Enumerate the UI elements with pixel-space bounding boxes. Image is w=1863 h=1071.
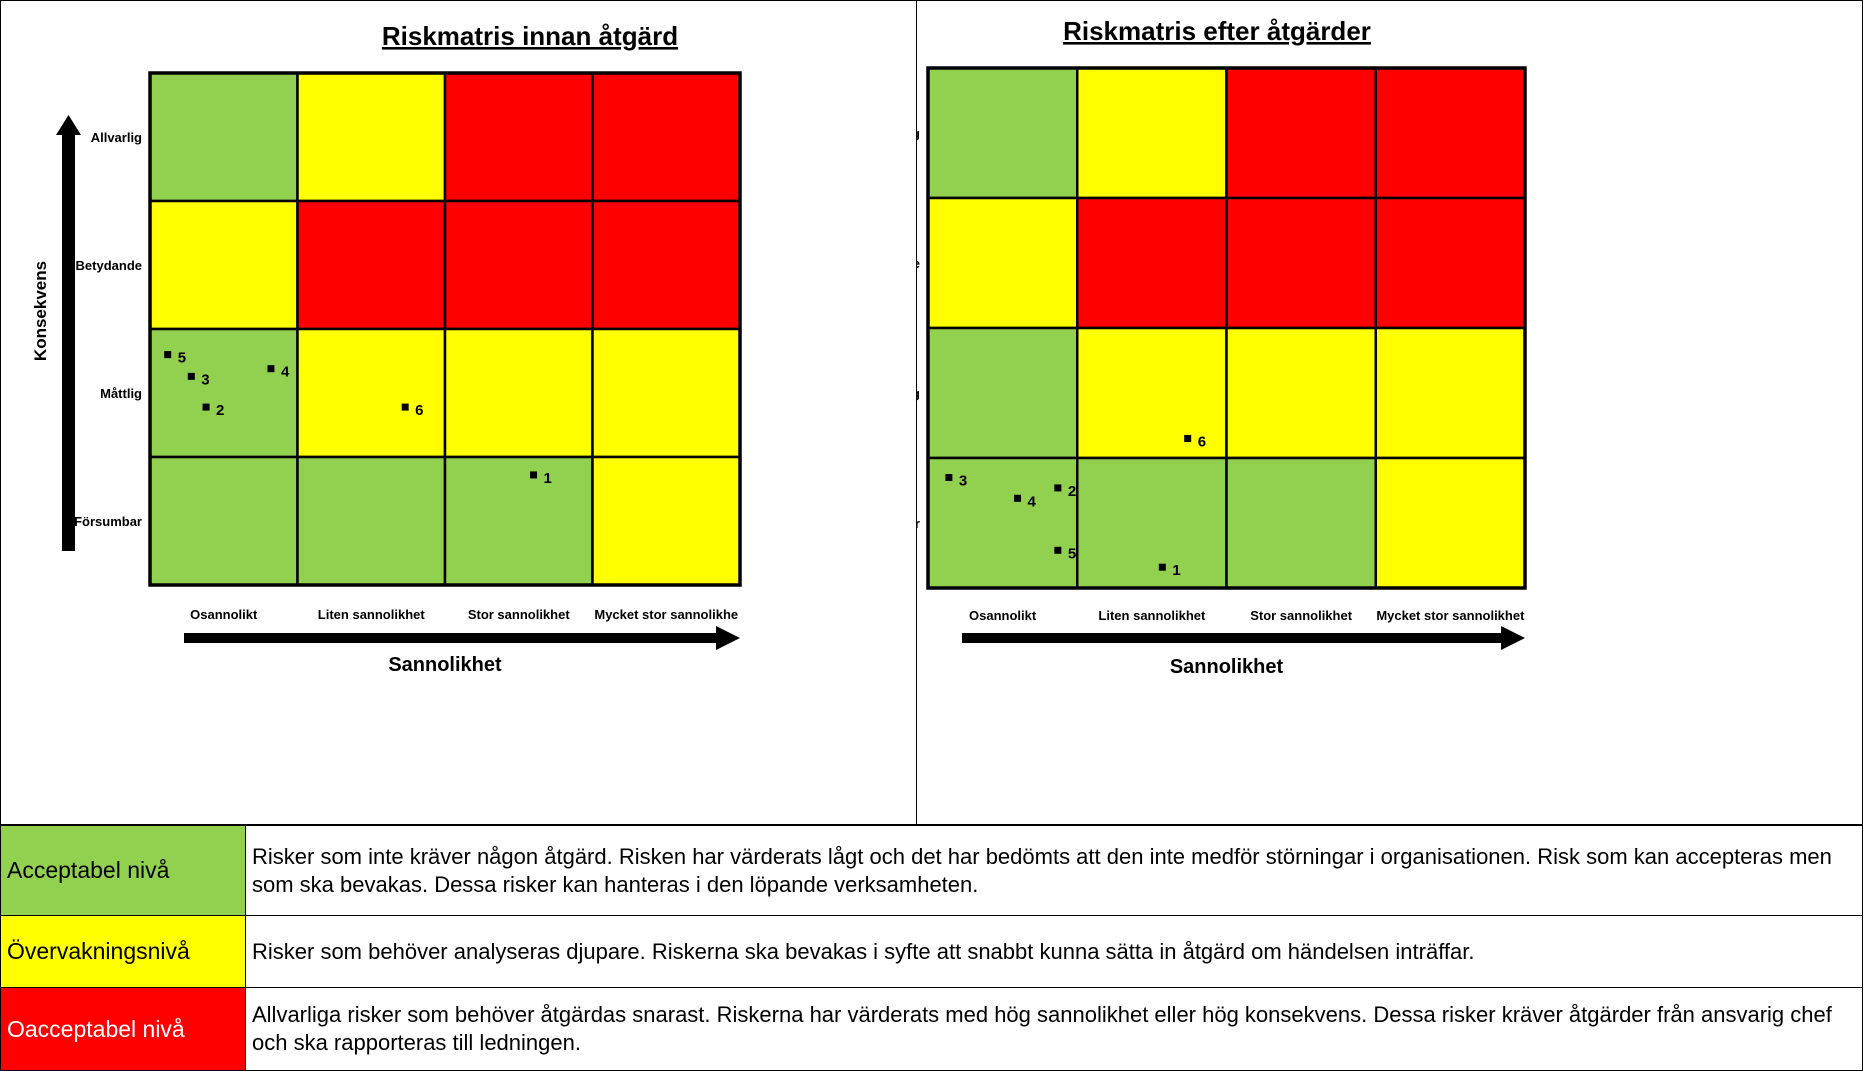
- legend-description-acceptable: Risker som inte kräver någon åtgärd. Ris…: [245, 825, 1863, 916]
- risk-point-marker: [1054, 484, 1062, 492]
- risk-point-marker: [945, 474, 953, 481]
- matrix-cell: [443, 455, 594, 587]
- risk-point-label: 3: [959, 473, 967, 490]
- risk-point-label: 4: [1028, 493, 1037, 510]
- x-category-label: Stor sannolikhet: [1250, 608, 1353, 623]
- y-category-label: Försumbar: [917, 516, 920, 531]
- matrix-cell: [443, 71, 594, 203]
- y-category-label: Måttlig: [100, 386, 142, 401]
- matrix-cell: [1374, 326, 1527, 460]
- risk-point-label: 5: [178, 350, 186, 367]
- y-category-label: Försumbar: [74, 514, 142, 529]
- matrix-cell: [1225, 196, 1377, 330]
- risk-point-label: 5: [1068, 545, 1076, 562]
- x-category-label: Mycket stor sannolikhe: [594, 607, 738, 622]
- matrix-cell: [296, 455, 447, 587]
- x-axis-arrow-head: [716, 626, 740, 650]
- risk-point-label: 4: [281, 364, 290, 381]
- risk-matrix-after-chart: Riskmatris efter åtgärder Allvarlig Betyda…: [917, 16, 1527, 678]
- matrix-cell: [926, 66, 1079, 200]
- legend-level-monitoring: Övervakningsnivå: [0, 915, 246, 988]
- matrix-cell: [1374, 66, 1527, 200]
- matrix-cell: [591, 455, 742, 587]
- matrix-cell: [296, 71, 447, 203]
- x-category-label: Stor sannolikhet: [468, 607, 571, 622]
- matrix-cell: [1225, 66, 1377, 200]
- matrix-cell: [1225, 456, 1377, 590]
- risk-point-marker: [530, 471, 537, 479]
- matrix-cell: [1374, 456, 1527, 590]
- matrix-cell: [296, 327, 447, 459]
- risk-point-label: 6: [415, 402, 423, 419]
- risk-point-label: 1: [1172, 562, 1180, 579]
- legend-description-unacceptable: Allvarliga risker som behöver åtgärdas s…: [245, 987, 1863, 1071]
- risk-point-label: 2: [216, 402, 224, 419]
- matrix-cell: [296, 199, 447, 331]
- x-axis-arrow-head: [1501, 626, 1525, 650]
- legend-level-unacceptable: Oacceptabel nivå: [0, 987, 246, 1071]
- y-category-label: Måttlig: [917, 386, 920, 401]
- matrix-cell: [1225, 326, 1377, 460]
- x-category-label: Liten sannolikhet: [318, 607, 426, 622]
- risk-point-marker: [267, 365, 275, 373]
- x-axis-label: Sannolikhet: [1170, 656, 1284, 678]
- x-axis-label: Sannolikhet: [388, 654, 502, 676]
- matrix-cell: [443, 199, 594, 331]
- risk-point-marker: [164, 351, 172, 359]
- matrix-cell: [926, 456, 1079, 590]
- y-category-label: Betydande: [76, 258, 142, 273]
- risk-point-marker: [202, 403, 210, 411]
- risk-point-label: 2: [1068, 483, 1076, 500]
- matrix-cell: [591, 199, 742, 331]
- matrix-cell: [926, 196, 1079, 330]
- risk-matrix-before-panel: Riskmatris innan åtgärd Allvarlig Betydand…: [0, 0, 917, 825]
- matrix-cell: [1076, 456, 1228, 590]
- risk-point-marker: [1184, 435, 1192, 442]
- risk-matrix-before-chart: Riskmatris innan åtgärd Allvarlig Betydand…: [31, 21, 742, 676]
- matrix-cell: [148, 199, 299, 331]
- x-axis-arrow-shaft: [962, 633, 1501, 643]
- y-category-label: Allvarlig: [917, 126, 920, 141]
- matrix-cell: [443, 327, 594, 459]
- legend-row-monitoring: Övervakningsnivå Risker som behöver anal…: [0, 915, 1863, 988]
- y-axis-arrow-head: [56, 115, 81, 135]
- risk-point-label: 1: [544, 470, 552, 487]
- matrix-cell: [591, 71, 742, 203]
- matrix-cell: [926, 326, 1079, 460]
- y-axis-label: Konsekvens: [31, 261, 50, 361]
- matrix-cell: [1076, 66, 1228, 200]
- risk-point-label: 3: [201, 371, 209, 388]
- legend-description-monitoring: Risker som behöver analyseras djupare. R…: [245, 915, 1863, 988]
- matrix-title: Riskmatris innan åtgärd: [382, 21, 678, 51]
- y-category-label: Betydande: [917, 256, 920, 271]
- risk-level-legend-table: Acceptabel nivå Risker som inte kräver n…: [0, 825, 1863, 1071]
- risk-point-marker: [1054, 546, 1062, 554]
- risk-point-label: 6: [1198, 434, 1206, 451]
- x-category-label: Osannolikt: [190, 607, 258, 622]
- x-axis-arrow-shaft: [184, 633, 716, 643]
- matrix-border: [148, 71, 742, 587]
- risk-point-marker: [187, 372, 195, 380]
- matrix-cell: [1374, 196, 1527, 330]
- risk-point-marker: [1014, 494, 1022, 502]
- risk-point-marker: [401, 403, 409, 411]
- x-category-label: Osannolikt: [969, 608, 1037, 623]
- matrix-cell: [1076, 196, 1228, 330]
- legend-row-unacceptable: Oacceptabel nivå Allvarliga risker som b…: [0, 987, 1863, 1071]
- matrix-border: [926, 66, 1527, 590]
- legend-row-acceptable: Acceptabel nivå Risker som inte kräver n…: [0, 825, 1863, 916]
- risk-matrix-after-panel: Riskmatris efter åtgärder Allvarlig Betyda…: [916, 0, 1863, 825]
- matrix-cell: [148, 455, 299, 587]
- matrix-title: Riskmatris efter åtgärder: [1063, 16, 1371, 46]
- risk-point-marker: [1158, 563, 1166, 571]
- matrix-cell: [591, 327, 742, 459]
- legend-level-acceptable: Acceptabel nivå: [0, 825, 246, 916]
- x-category-label: Liten sannolikhet: [1098, 608, 1206, 623]
- x-category-label: Mycket stor sannolikhet: [1376, 608, 1525, 623]
- matrix-cell: [148, 327, 299, 459]
- matrix-cell: [148, 71, 299, 203]
- y-category-label: Allvarlig: [91, 130, 142, 145]
- y-axis-arrow-shaft: [62, 133, 75, 551]
